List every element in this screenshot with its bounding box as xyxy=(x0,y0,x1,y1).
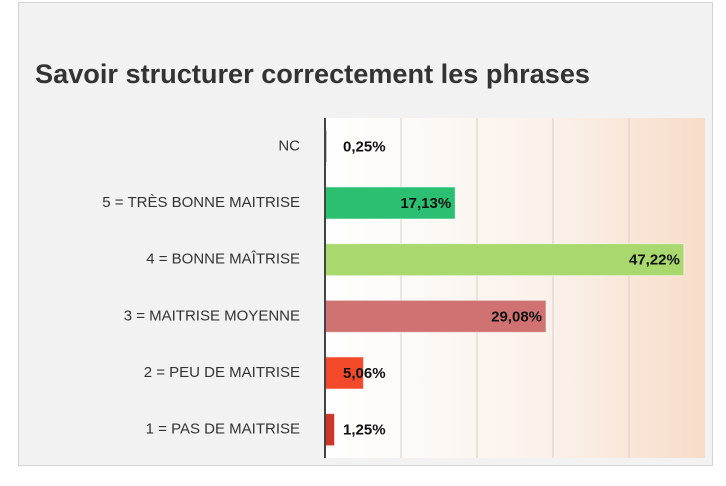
value-label: 17,13% xyxy=(400,195,451,212)
value-label: 29,08% xyxy=(491,308,542,325)
bar xyxy=(324,413,335,447)
plot-area xyxy=(325,118,705,458)
chart-title: Savoir structurer correctement les phras… xyxy=(35,59,590,89)
category-label: 1 = PAS DE MAITRISE xyxy=(146,421,300,438)
category-label: 4 = BONNE MAÎTRISE xyxy=(146,251,300,268)
bar xyxy=(324,186,456,220)
category-label: 3 = MAITRISE MOYENNE xyxy=(124,307,300,324)
value-label: 5,06% xyxy=(343,365,386,382)
category-label: NC xyxy=(278,137,300,154)
value-label: 0,25% xyxy=(343,138,386,155)
value-label: 47,22% xyxy=(629,252,680,269)
category-label: 2 = PEU DE MAITRISE xyxy=(144,364,300,381)
category-label: 5 = TRÈS BONNE MAITRISE xyxy=(102,194,300,211)
value-label: 1,25% xyxy=(343,422,386,439)
